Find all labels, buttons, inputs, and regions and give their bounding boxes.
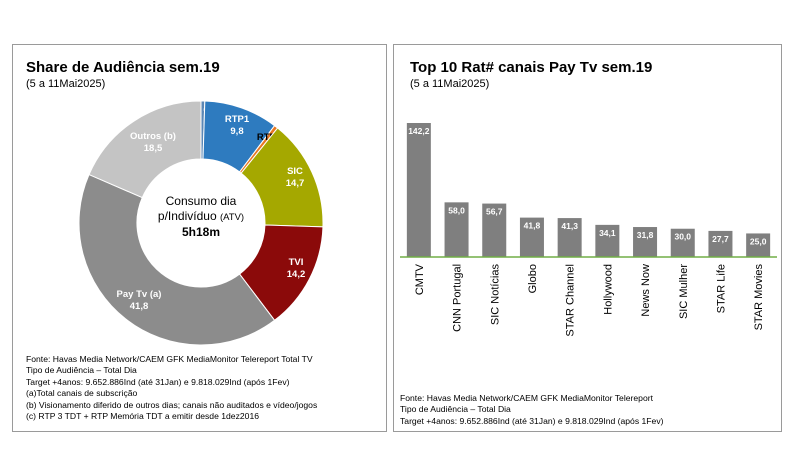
bar-value-sic-mulher: 30,0 bbox=[674, 232, 691, 242]
top10-paytv-panel: Top 10 Rat# canais Pay Tv sem.19 (5 a 11… bbox=[393, 44, 782, 432]
footnote-line: Tipo de Audiência – Total Dia bbox=[400, 404, 511, 415]
bar-value-hollywood: 34,1 bbox=[599, 228, 616, 238]
footnote-line: (c) RTP 3 TDT + RTP Memória TDT a emitir… bbox=[26, 411, 260, 422]
category-label-star-channel: STAR Channel bbox=[565, 264, 577, 337]
donut-center-text: Consumo dia p/Indivíduo (ATV) 5h18m bbox=[146, 194, 256, 240]
category-label-star-life: STAR Life bbox=[715, 264, 727, 313]
donut-slice-name-rtp1: RTP1 bbox=[225, 114, 250, 125]
center-line3: 5h18m bbox=[181, 225, 221, 239]
top10-bar-chart: 142,2 CMTV 58,0 CNN Portugal 56,7 SIC Notícia… bbox=[400, 123, 777, 337]
category-label-cmtv: CMTV bbox=[414, 263, 426, 295]
audience-share-title: Share de Audiência sem.19 bbox=[26, 59, 220, 76]
donut-slice-name-tdt-c: TDT (c) bbox=[194, 93, 227, 104]
footnote-line: Tipo de Audiência – Total Dia bbox=[26, 365, 137, 376]
bar-globo bbox=[519, 217, 544, 257]
top10-title: Top 10 Rat# canais Pay Tv sem.19 bbox=[410, 59, 653, 76]
bar-star-movies bbox=[746, 233, 771, 257]
bar-cnn-portugal bbox=[444, 202, 469, 257]
footnote-line: Target +4anos: 9.652.886Ind (até 31Jan) … bbox=[400, 415, 664, 426]
bar-value-globo: 41,8 bbox=[524, 221, 541, 231]
audience-share-donut-chart: TDT (c)0,5RTP19,8RTP20,5SIC14,7TVI14,2Pa… bbox=[78, 93, 324, 346]
bar-value-star-channel: 41,3 bbox=[561, 221, 578, 231]
donut-slice-value-pay-tv-a: 41,8 bbox=[130, 301, 149, 312]
footnote-line: (b) Visionamento diferido de outros dias… bbox=[26, 399, 318, 410]
bar-star-life bbox=[708, 230, 733, 257]
bar-value-star-movies: 25,0 bbox=[750, 236, 767, 246]
bar-star-channel bbox=[557, 218, 582, 257]
bar-sic-mulher bbox=[670, 228, 695, 257]
donut-slice-value-sic: 14,7 bbox=[286, 178, 305, 189]
footnote-line: Fonte: Havas Media Network/CAEM GFK Medi… bbox=[26, 354, 313, 364]
bar-sic-not-cias bbox=[482, 203, 507, 257]
footnote-line: Fonte: Havas Media Network/CAEM GFK Medi… bbox=[400, 393, 653, 403]
donut-slice-pay-tv-a bbox=[78, 173, 276, 346]
bar-value-news-now: 31,8 bbox=[637, 230, 654, 240]
bar-value-cmtv: 142,2 bbox=[408, 126, 430, 136]
donut-slice-name-tvi: TVI bbox=[289, 257, 304, 268]
donut-slice-name-pay-tv-a: Pay Tv (a) bbox=[117, 289, 162, 300]
footnote-line: (a)Total canais de subscrição bbox=[26, 388, 138, 399]
category-label-globo: Globo bbox=[527, 264, 539, 293]
center-line2: p/Indivíduo (ATV) bbox=[146, 209, 256, 225]
donut-slice-outros-b bbox=[88, 100, 202, 199]
donut-slice-value-outros-b: 18,5 bbox=[144, 143, 163, 154]
category-label-news-now: News Now bbox=[640, 264, 652, 317]
category-label-sic-not-cias: SIC Notícias bbox=[489, 264, 501, 326]
audience-share-footnotes: Fonte: Havas Media Network/CAEM GFK Medi… bbox=[26, 354, 317, 422]
category-label-star-movies: STAR Movies bbox=[753, 264, 765, 331]
bar-value-sic-not-cias: 56,7 bbox=[486, 207, 503, 217]
category-label-sic-mulher: SIC Mulher bbox=[678, 264, 690, 319]
bar-hollywood bbox=[595, 224, 620, 257]
bar-value-cnn-portugal: 58,0 bbox=[448, 205, 465, 215]
donut-slice-name-rtp2: RTP2 bbox=[257, 132, 281, 143]
bar-news-now bbox=[633, 227, 658, 257]
donut-slice-name-outros-b: Outros (b) bbox=[130, 131, 176, 142]
category-label-hollywood: Hollywood bbox=[602, 264, 614, 315]
donut-slice-name-sic: SIC bbox=[287, 166, 303, 177]
category-label-cnn-portugal: CNN Portugal bbox=[452, 264, 464, 332]
bar-cmtv bbox=[406, 123, 431, 257]
donut-slice-value-rtp1: 9,8 bbox=[230, 126, 243, 137]
bar-value-star-life: 27,7 bbox=[712, 234, 729, 244]
center-line2-suffix: (ATV) bbox=[219, 212, 245, 223]
center-line2-main: p/Indivíduo bbox=[157, 209, 217, 223]
audience-share-panel: Share de Audiência sem.19 (5 a 11Mai2025… bbox=[12, 44, 387, 432]
donut-slice-value-tvi: 14,2 bbox=[287, 269, 306, 280]
center-line1: Consumo dia bbox=[165, 194, 237, 208]
top10-subtitle: (5 a 11Mai2025) bbox=[410, 78, 490, 90]
footnote-line: Target +4anos: 9.652.886Ind (até 31Jan) … bbox=[26, 376, 290, 387]
top10-footnotes: Fonte: Havas Media Network/CAEM GFK Medi… bbox=[400, 393, 664, 427]
audience-share-subtitle: (5 a 11Mai2025) bbox=[26, 78, 106, 90]
